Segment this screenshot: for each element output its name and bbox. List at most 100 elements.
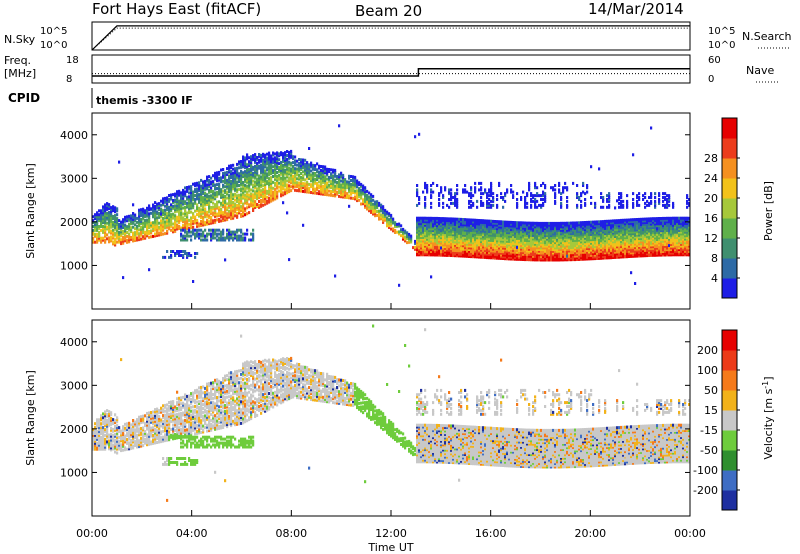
range-cell <box>238 195 241 199</box>
range-cell <box>196 221 199 224</box>
range-cell <box>482 201 485 205</box>
range-cell <box>122 235 125 239</box>
range-cell <box>158 202 161 206</box>
range-cell <box>120 232 123 236</box>
range-cell <box>234 232 237 236</box>
range-cell <box>112 209 115 213</box>
range-cell <box>328 183 331 187</box>
range-cell <box>202 219 205 223</box>
range-cell <box>194 194 197 197</box>
range-cell <box>190 204 193 208</box>
range-cell <box>564 181 567 185</box>
range-cell <box>182 228 185 232</box>
range-cell <box>240 177 243 181</box>
range-cell <box>300 172 303 175</box>
range-cell <box>232 197 235 201</box>
range-cell <box>176 227 179 231</box>
range-cell <box>558 221 561 225</box>
range-cell <box>212 213 215 217</box>
range-cell <box>218 217 221 221</box>
range-cell <box>222 199 225 203</box>
range-cell <box>194 190 197 193</box>
range-cell <box>182 196 185 200</box>
range-cell <box>392 217 395 221</box>
range-cell <box>98 232 101 236</box>
range-cell <box>170 215 173 219</box>
range-cell <box>158 204 161 208</box>
range-cell <box>206 210 209 214</box>
range-cell <box>164 208 167 212</box>
range-cell <box>96 219 99 223</box>
range-cell <box>192 219 195 223</box>
range-cell <box>234 204 237 208</box>
range-cell <box>166 216 169 219</box>
range-cell <box>220 213 223 217</box>
range-cell <box>226 232 229 236</box>
range-cell <box>322 165 325 169</box>
range-cell <box>224 179 227 183</box>
range-cell <box>216 212 219 216</box>
range-cell <box>100 240 103 244</box>
range-cell <box>368 195 371 199</box>
range-cell <box>172 199 175 202</box>
range-cell <box>170 209 173 213</box>
range-cell <box>136 236 139 240</box>
range-cell <box>570 221 573 225</box>
range-cell <box>180 254 183 257</box>
range-cell <box>208 190 211 194</box>
range-cell <box>150 225 153 229</box>
range-cell <box>184 252 187 255</box>
range-cell <box>142 237 145 241</box>
range-cell <box>444 186 447 190</box>
range-cell <box>138 212 141 216</box>
range-cell <box>208 232 211 236</box>
range-cell <box>436 184 439 187</box>
range-cell <box>234 179 237 182</box>
range-cell <box>156 226 159 230</box>
range-cell <box>238 162 241 166</box>
range-cell <box>490 203 493 207</box>
range-cell <box>132 219 135 223</box>
range-cell <box>468 205 471 209</box>
range-cell <box>190 191 193 194</box>
range-cell <box>476 205 479 209</box>
range-cell <box>178 254 181 257</box>
range-cell <box>166 218 169 221</box>
range-cell <box>100 211 103 215</box>
range-cell <box>136 226 139 230</box>
range-cell <box>94 225 97 228</box>
range-cell <box>238 184 241 187</box>
range-cell <box>228 238 231 242</box>
range-cell <box>496 198 499 201</box>
range-cell <box>154 205 157 208</box>
range-cell <box>224 218 227 222</box>
range-cell <box>230 166 233 170</box>
range-cell <box>580 203 583 207</box>
range-cell <box>324 175 327 179</box>
range-cell <box>368 191 371 195</box>
range-cell <box>226 228 229 232</box>
range-cell <box>230 181 233 185</box>
range-cell <box>112 242 115 246</box>
range-cell <box>266 180 269 184</box>
range-cell <box>186 219 189 223</box>
range-cell <box>210 238 213 242</box>
range-cell <box>590 196 593 199</box>
range-cell <box>116 240 119 244</box>
range-cell <box>128 232 131 236</box>
range-cell <box>98 230 101 234</box>
range-cell <box>182 226 185 230</box>
range-cell <box>184 202 187 206</box>
range-cell <box>200 190 203 194</box>
range-cell <box>216 194 219 198</box>
range-cell <box>234 208 237 212</box>
range-cell <box>148 218 151 222</box>
range-cell <box>180 214 183 218</box>
range-cell <box>478 219 481 222</box>
range-cell <box>266 172 269 176</box>
range-cell <box>578 221 581 225</box>
range-cell <box>190 220 193 224</box>
range-cell <box>104 238 107 242</box>
range-cell <box>234 236 237 240</box>
range-cell <box>176 225 179 229</box>
